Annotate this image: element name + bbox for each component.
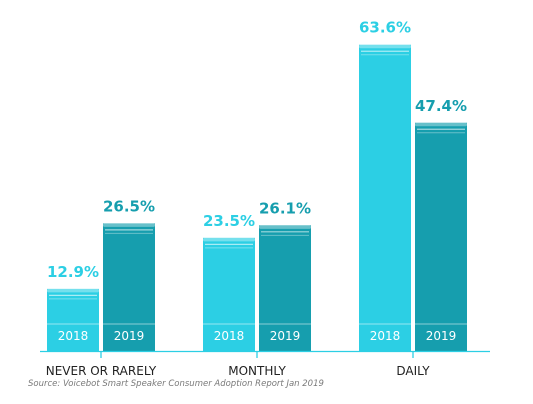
bar-top-cap [415,122,467,127]
bar-top-cap [259,225,311,229]
category-label: DAILY [396,364,430,378]
category-label: MONTHLY [228,364,286,378]
bar-year-label: 2018 [214,329,245,343]
bar-value-label: 63.6% [359,19,411,37]
bar-body [359,44,411,351]
bar-value-label: 26.5% [103,197,155,215]
bar-value-label: 23.5% [203,212,255,230]
bar-year-label: 2018 [58,329,89,343]
category-label: NEVER OR RARELY [46,364,157,378]
bar-2018-1: 2018 23.5% [203,212,255,351]
bar-2018-0: 2018 12.9% [47,263,99,351]
bar-body [47,288,99,351]
bar-body [259,225,311,351]
bar-2019-2: 2019 47.4% [415,97,467,352]
bar-2019-1: 2019 26.1% [259,199,311,351]
bar-top-cap [103,223,155,227]
bar-value-label: 12.9% [47,263,99,281]
bar-value-label: 26.1% [259,199,311,217]
bar-2018-2: 2018 63.6% [359,19,411,351]
bar-year-label: 2018 [370,329,401,343]
bar-year-label: 2019 [114,329,145,343]
bar-year-label: 2019 [270,329,301,343]
bar-top-cap [47,288,99,293]
bar-2019-0: 2019 26.5% [103,197,155,351]
bar-top-cap [359,44,411,49]
bar-top-cap [203,237,255,242]
bar-value-label: 47.4% [415,97,467,115]
bar-body [103,223,155,351]
source-note: Source: Voicebot Smart Speaker Consumer … [28,379,324,389]
bar-year-label: 2019 [426,329,457,343]
bar-body [203,237,255,351]
bar-body [415,122,467,352]
